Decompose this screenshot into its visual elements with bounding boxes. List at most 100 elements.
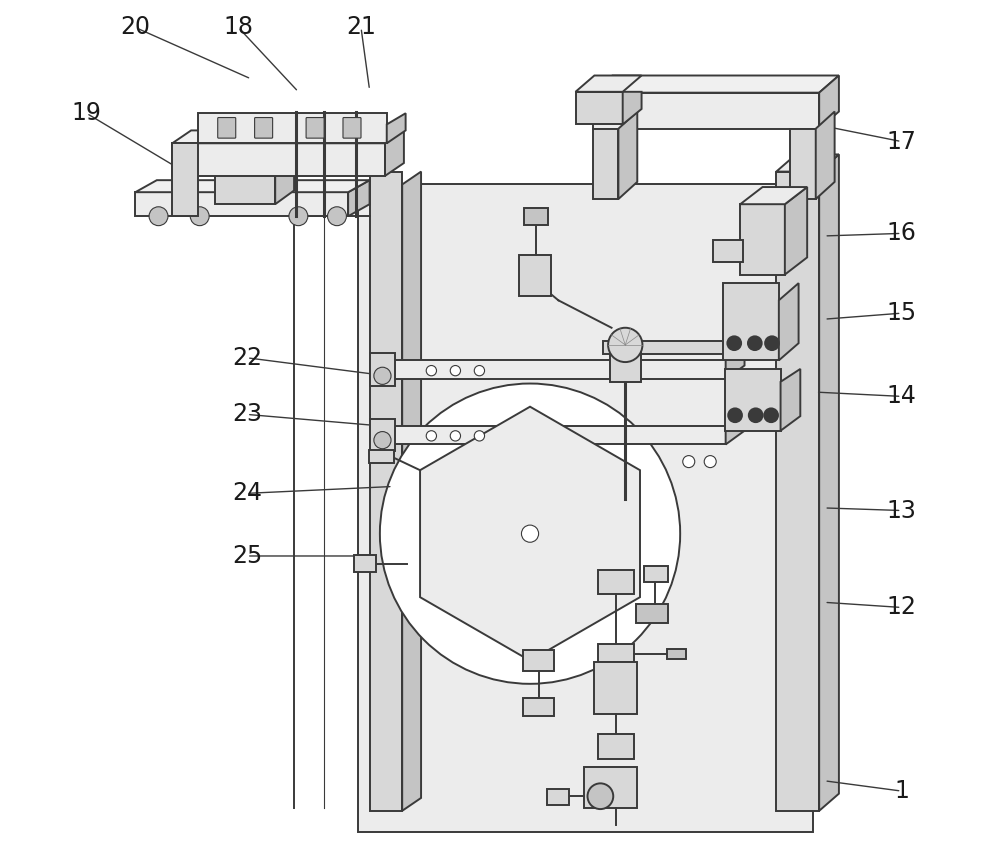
- Circle shape: [426, 431, 437, 441]
- Bar: [723, 283, 779, 360]
- Bar: [523, 650, 554, 671]
- Circle shape: [149, 207, 168, 226]
- Polygon shape: [593, 76, 839, 93]
- Circle shape: [764, 408, 778, 422]
- Text: 24: 24: [232, 481, 262, 505]
- Circle shape: [608, 328, 642, 362]
- FancyBboxPatch shape: [306, 118, 324, 138]
- Circle shape: [704, 456, 716, 468]
- Polygon shape: [387, 113, 406, 143]
- Bar: [576, 92, 623, 124]
- Text: 19: 19: [72, 101, 101, 125]
- Polygon shape: [385, 130, 404, 176]
- Circle shape: [765, 336, 779, 350]
- Text: 20: 20: [120, 15, 150, 39]
- Text: 1: 1: [894, 779, 909, 803]
- Polygon shape: [726, 412, 745, 444]
- Polygon shape: [740, 187, 807, 204]
- Bar: [593, 129, 618, 199]
- Bar: [593, 93, 819, 129]
- Bar: [370, 426, 726, 444]
- Bar: [725, 369, 781, 431]
- Polygon shape: [623, 92, 642, 124]
- Text: 25: 25: [232, 544, 262, 568]
- Polygon shape: [348, 180, 370, 216]
- Bar: [603, 341, 727, 354]
- Text: 15: 15: [886, 301, 917, 325]
- Bar: [354, 555, 376, 572]
- Polygon shape: [135, 180, 370, 192]
- Polygon shape: [402, 172, 421, 811]
- Text: 21: 21: [346, 15, 376, 39]
- Circle shape: [380, 384, 680, 684]
- Bar: [610, 349, 641, 382]
- Bar: [598, 644, 634, 662]
- Bar: [776, 172, 819, 811]
- Polygon shape: [618, 112, 637, 199]
- Circle shape: [748, 336, 762, 350]
- Circle shape: [289, 207, 308, 226]
- Circle shape: [426, 366, 437, 376]
- Polygon shape: [785, 187, 807, 275]
- Circle shape: [749, 408, 763, 422]
- Circle shape: [374, 367, 391, 384]
- Bar: [135, 192, 348, 216]
- Bar: [358, 184, 813, 832]
- FancyBboxPatch shape: [343, 118, 361, 138]
- Polygon shape: [779, 283, 799, 360]
- Polygon shape: [781, 369, 800, 431]
- Bar: [598, 570, 634, 594]
- Circle shape: [374, 432, 391, 449]
- Bar: [370, 419, 395, 451]
- Polygon shape: [776, 154, 839, 172]
- Bar: [790, 129, 816, 199]
- Circle shape: [683, 456, 695, 468]
- Bar: [598, 734, 634, 759]
- Text: 17: 17: [887, 130, 916, 154]
- Polygon shape: [215, 139, 294, 153]
- Bar: [172, 143, 198, 216]
- Text: 18: 18: [223, 15, 253, 39]
- Polygon shape: [576, 76, 642, 92]
- Text: 12: 12: [887, 595, 916, 619]
- Circle shape: [588, 783, 613, 809]
- Bar: [215, 153, 275, 204]
- Text: 23: 23: [232, 402, 262, 426]
- Bar: [584, 767, 637, 808]
- Text: 13: 13: [887, 498, 916, 523]
- Circle shape: [450, 366, 461, 376]
- Circle shape: [450, 431, 461, 441]
- Circle shape: [521, 525, 539, 542]
- Polygon shape: [819, 154, 839, 811]
- Text: 22: 22: [232, 346, 262, 370]
- Circle shape: [328, 207, 346, 226]
- Polygon shape: [726, 347, 745, 379]
- Polygon shape: [420, 407, 640, 661]
- Bar: [370, 353, 395, 386]
- Polygon shape: [819, 76, 839, 129]
- Circle shape: [474, 366, 485, 376]
- Bar: [370, 360, 726, 379]
- FancyBboxPatch shape: [255, 118, 273, 138]
- Bar: [172, 143, 385, 176]
- Bar: [519, 255, 551, 296]
- Bar: [667, 649, 686, 659]
- Circle shape: [474, 431, 485, 441]
- Bar: [636, 604, 668, 623]
- Text: 14: 14: [887, 384, 916, 408]
- Polygon shape: [172, 130, 404, 143]
- Text: 16: 16: [887, 221, 916, 245]
- Bar: [644, 566, 668, 582]
- Bar: [740, 204, 785, 275]
- Bar: [523, 698, 554, 716]
- Bar: [594, 662, 637, 714]
- Polygon shape: [275, 139, 294, 204]
- Polygon shape: [816, 112, 835, 199]
- Bar: [198, 113, 387, 143]
- Circle shape: [190, 207, 209, 226]
- Circle shape: [727, 336, 741, 350]
- FancyBboxPatch shape: [218, 118, 236, 138]
- Circle shape: [728, 408, 742, 422]
- Bar: [369, 450, 394, 463]
- Bar: [524, 208, 548, 225]
